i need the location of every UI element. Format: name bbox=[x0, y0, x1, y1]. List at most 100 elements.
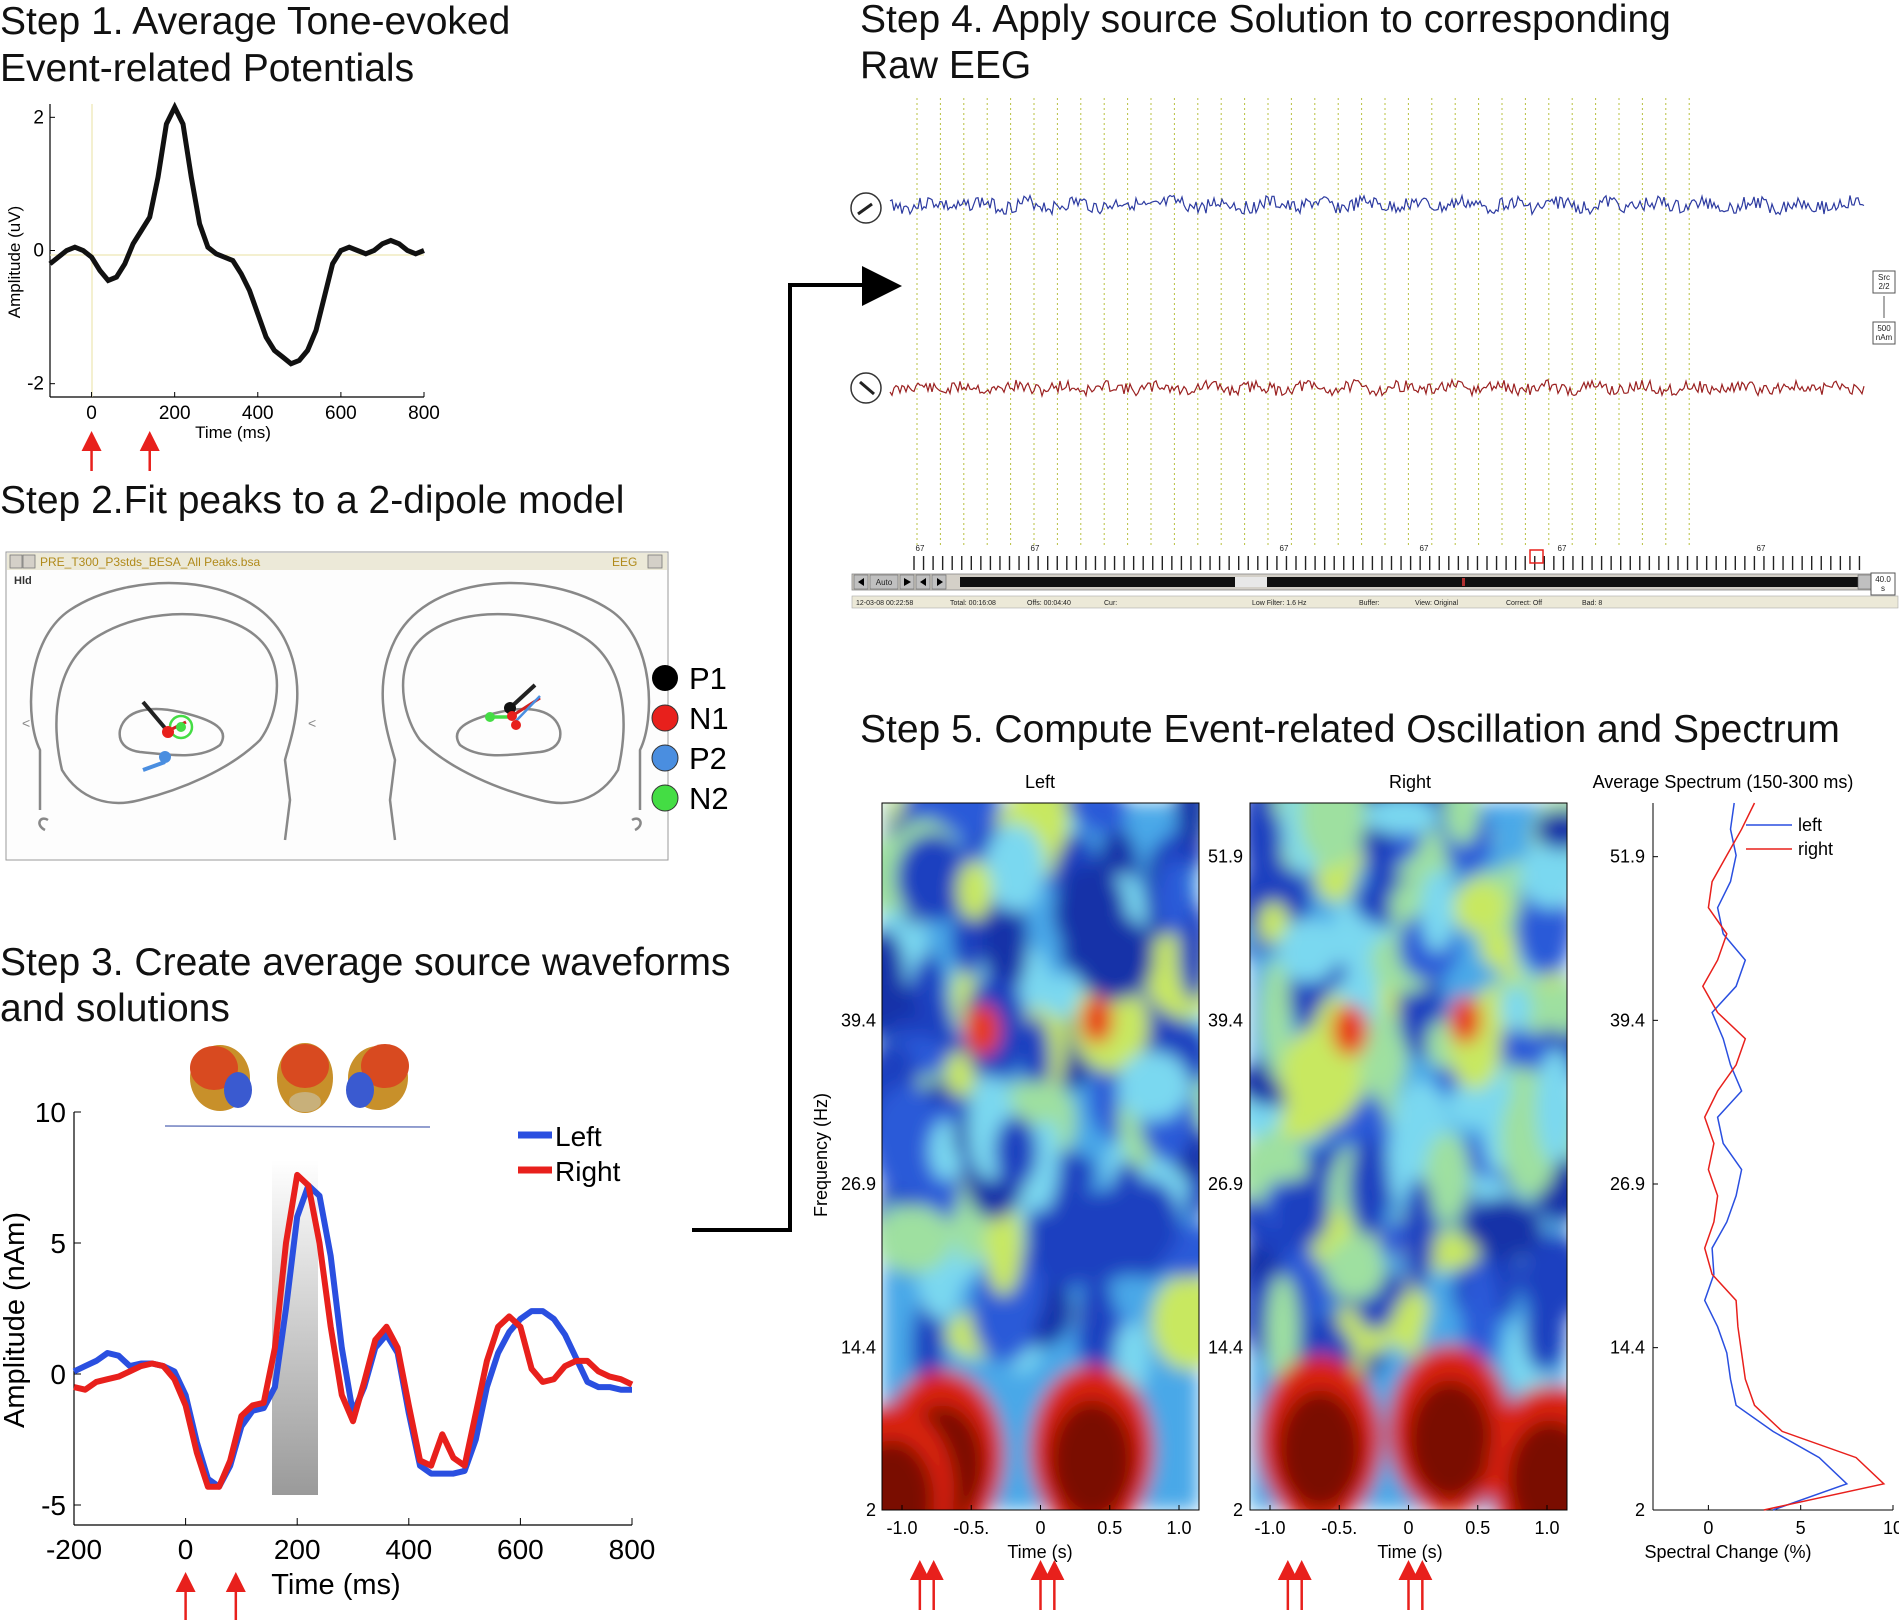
tf-hot-spot bbox=[1332, 1004, 1368, 1056]
step5-title: Step 5. Compute Event-related Oscillatio… bbox=[860, 708, 1840, 751]
tf-blob bbox=[1387, 1118, 1416, 1205]
tf-blob bbox=[1535, 810, 1567, 850]
tf-left-title: Left bbox=[1025, 772, 1055, 792]
tf-stimulus-arrow bbox=[909, 1560, 930, 1610]
eeg-scrollbar-track[interactable] bbox=[960, 577, 1858, 587]
tf-blob bbox=[998, 1081, 1065, 1125]
tf-left-ytick-label: 26.9 bbox=[841, 1174, 876, 1194]
eeg-left-source-channel bbox=[850, 192, 1865, 224]
scale-src-value: 2/2 bbox=[1878, 282, 1890, 291]
eeg-trace-left-source bbox=[889, 193, 1865, 217]
step4-title-line1: Step 4. Apply source Solution to corresp… bbox=[860, 0, 1671, 41]
flow-connector-arrow bbox=[692, 266, 902, 1232]
tf-blob bbox=[1278, 918, 1340, 983]
tf-blob bbox=[1363, 803, 1440, 835]
besa-window-frame bbox=[5, 551, 669, 861]
tf-right-ytick-label: 39.4 bbox=[1208, 1010, 1243, 1030]
step3-xlabel: Time (ms) bbox=[271, 1569, 400, 1601]
scalp-map-left-view bbox=[190, 1045, 252, 1111]
tf-stimulus-arrow bbox=[1412, 1560, 1433, 1610]
eeg-status-field: Low Filter: 1.6 Hz bbox=[1252, 600, 1307, 607]
step3-legend-label-right: Right bbox=[555, 1156, 621, 1187]
eeg-status-bar: 12-03-08 00:22:58 Total: 00:16:08 Offs: 00… bbox=[851, 595, 1899, 609]
legend-marker-p1 bbox=[652, 665, 678, 691]
step3-legend-label-left: Left bbox=[555, 1121, 602, 1152]
legend-label-p1: P1 bbox=[689, 661, 727, 696]
step1-xtick-label: 800 bbox=[408, 403, 440, 424]
tf-blob bbox=[882, 1205, 954, 1274]
dipoles-right bbox=[485, 683, 541, 730]
tf-stimulus-arrow bbox=[1291, 1560, 1312, 1610]
tf-stimulus-arrow bbox=[923, 1560, 944, 1610]
time-scale-box[interactable] bbox=[1870, 572, 1896, 596]
tf-blob bbox=[944, 1050, 977, 1097]
scale-src-label: Src bbox=[1878, 273, 1890, 282]
tf-blob bbox=[1298, 803, 1367, 868]
besa-prev-button[interactable] bbox=[9, 554, 23, 569]
tf-blob bbox=[1072, 1189, 1142, 1281]
tf-blob bbox=[1175, 803, 1199, 850]
legend-label-n1: N1 bbox=[689, 701, 729, 736]
tf-stimulus-arrow bbox=[1044, 1560, 1065, 1610]
tf-left-xtick-label: -0.5. bbox=[953, 1518, 989, 1538]
selected-marker-box[interactable] bbox=[1529, 549, 1544, 564]
tf-right-ytick-label: 26.9 bbox=[1208, 1174, 1243, 1194]
step1-stimulus-arrow bbox=[139, 431, 160, 471]
eeg-status-field: View: Original bbox=[1415, 600, 1459, 607]
tf-left-xtick-label: 0 bbox=[1035, 1518, 1045, 1538]
nav-back-icon bbox=[858, 578, 864, 586]
tf-right-ytick-label: 2 bbox=[1233, 1500, 1243, 1520]
besa-eeg-label: EEG bbox=[612, 555, 637, 569]
tf-map-left bbox=[881, 802, 1200, 1511]
step1-chart: 0 200 400 600 800 2 0 -2 Amplitude (uV) Time (m… bbox=[5, 101, 440, 471]
tf-right-ytick-label: 14.4 bbox=[1208, 1338, 1243, 1358]
tf-blob bbox=[1117, 1051, 1190, 1121]
step3-xtick-label: 800 bbox=[609, 1534, 656, 1565]
p1-dipole-marker-right bbox=[504, 702, 516, 714]
tf-blob bbox=[1403, 1177, 1435, 1292]
besa-next-button[interactable] bbox=[22, 554, 36, 569]
step-forward-icon bbox=[937, 578, 943, 586]
tf-blob bbox=[1073, 913, 1154, 1001]
eeg-event-marker-label: 67 bbox=[916, 544, 925, 553]
spectrum-ytick-label: 14.4 bbox=[1610, 1338, 1645, 1358]
auto-button-label: Auto bbox=[876, 578, 893, 587]
step1-stimulus-arrow bbox=[81, 431, 102, 471]
tf-blob bbox=[1524, 1289, 1566, 1373]
tf-blob bbox=[1461, 1264, 1500, 1372]
spectrum-xtick-label: 5 bbox=[1796, 1518, 1806, 1538]
eeg-scrollbar-thumb[interactable] bbox=[1235, 577, 1267, 587]
step1-ytick-label: 0 bbox=[33, 241, 44, 262]
besa-window-title: PRE_T300_P3stds_BESA_All Peaks.bsa bbox=[40, 555, 260, 569]
step3-xtick-label: 400 bbox=[385, 1534, 432, 1565]
eeg-event-marker-label: 67 bbox=[1420, 544, 1429, 553]
eeg-status-field: Buffer: bbox=[1359, 600, 1380, 607]
step3-title-line1: Step 3. Create average source waveforms bbox=[0, 941, 731, 984]
spectrum-ytick-label: 26.9 bbox=[1610, 1174, 1645, 1194]
tf-hot-core bbox=[1278, 1390, 1362, 1510]
tf-blob bbox=[1445, 803, 1480, 846]
eeg-status-field: Total: 00:16:08 bbox=[950, 600, 996, 607]
step5-panel: Step 5. Compute Event-related Oscillatio… bbox=[811, 708, 1899, 1610]
tf-left-ytick-label: 2 bbox=[866, 1500, 876, 1520]
besa-titlebar bbox=[7, 553, 667, 570]
tf-blob bbox=[1316, 857, 1355, 903]
eeg-event-marker-label: 67 bbox=[1280, 544, 1289, 553]
step1-xtick-label: 600 bbox=[325, 403, 357, 424]
tf-left-xtick-label: 0.5 bbox=[1097, 1518, 1122, 1538]
tf-blob bbox=[1420, 869, 1455, 953]
tf-blob bbox=[1548, 978, 1567, 1036]
tf-blob bbox=[1250, 803, 1283, 882]
auto-button[interactable] bbox=[869, 574, 899, 590]
tf-left-ytick-label: 39.4 bbox=[841, 1010, 876, 1030]
besa-dropdown-button[interactable] bbox=[647, 554, 663, 569]
eeg-scale-widget[interactable]: Src 2/2 500 nAm bbox=[1872, 270, 1896, 345]
tf-hot-core bbox=[1508, 1420, 1567, 1510]
tf-left-ytick-label: 14.4 bbox=[841, 1338, 876, 1358]
spectrum-xlabel: Spectral Change (%) bbox=[1644, 1542, 1811, 1562]
step2-panel: Step 2.Fit peaks to a 2-dipole model PRE… bbox=[0, 479, 729, 861]
spectrum-ytick-label: 39.4 bbox=[1610, 1010, 1645, 1030]
p2-dipole-marker-left bbox=[159, 751, 171, 763]
n1-dipole-marker-left bbox=[162, 726, 174, 738]
